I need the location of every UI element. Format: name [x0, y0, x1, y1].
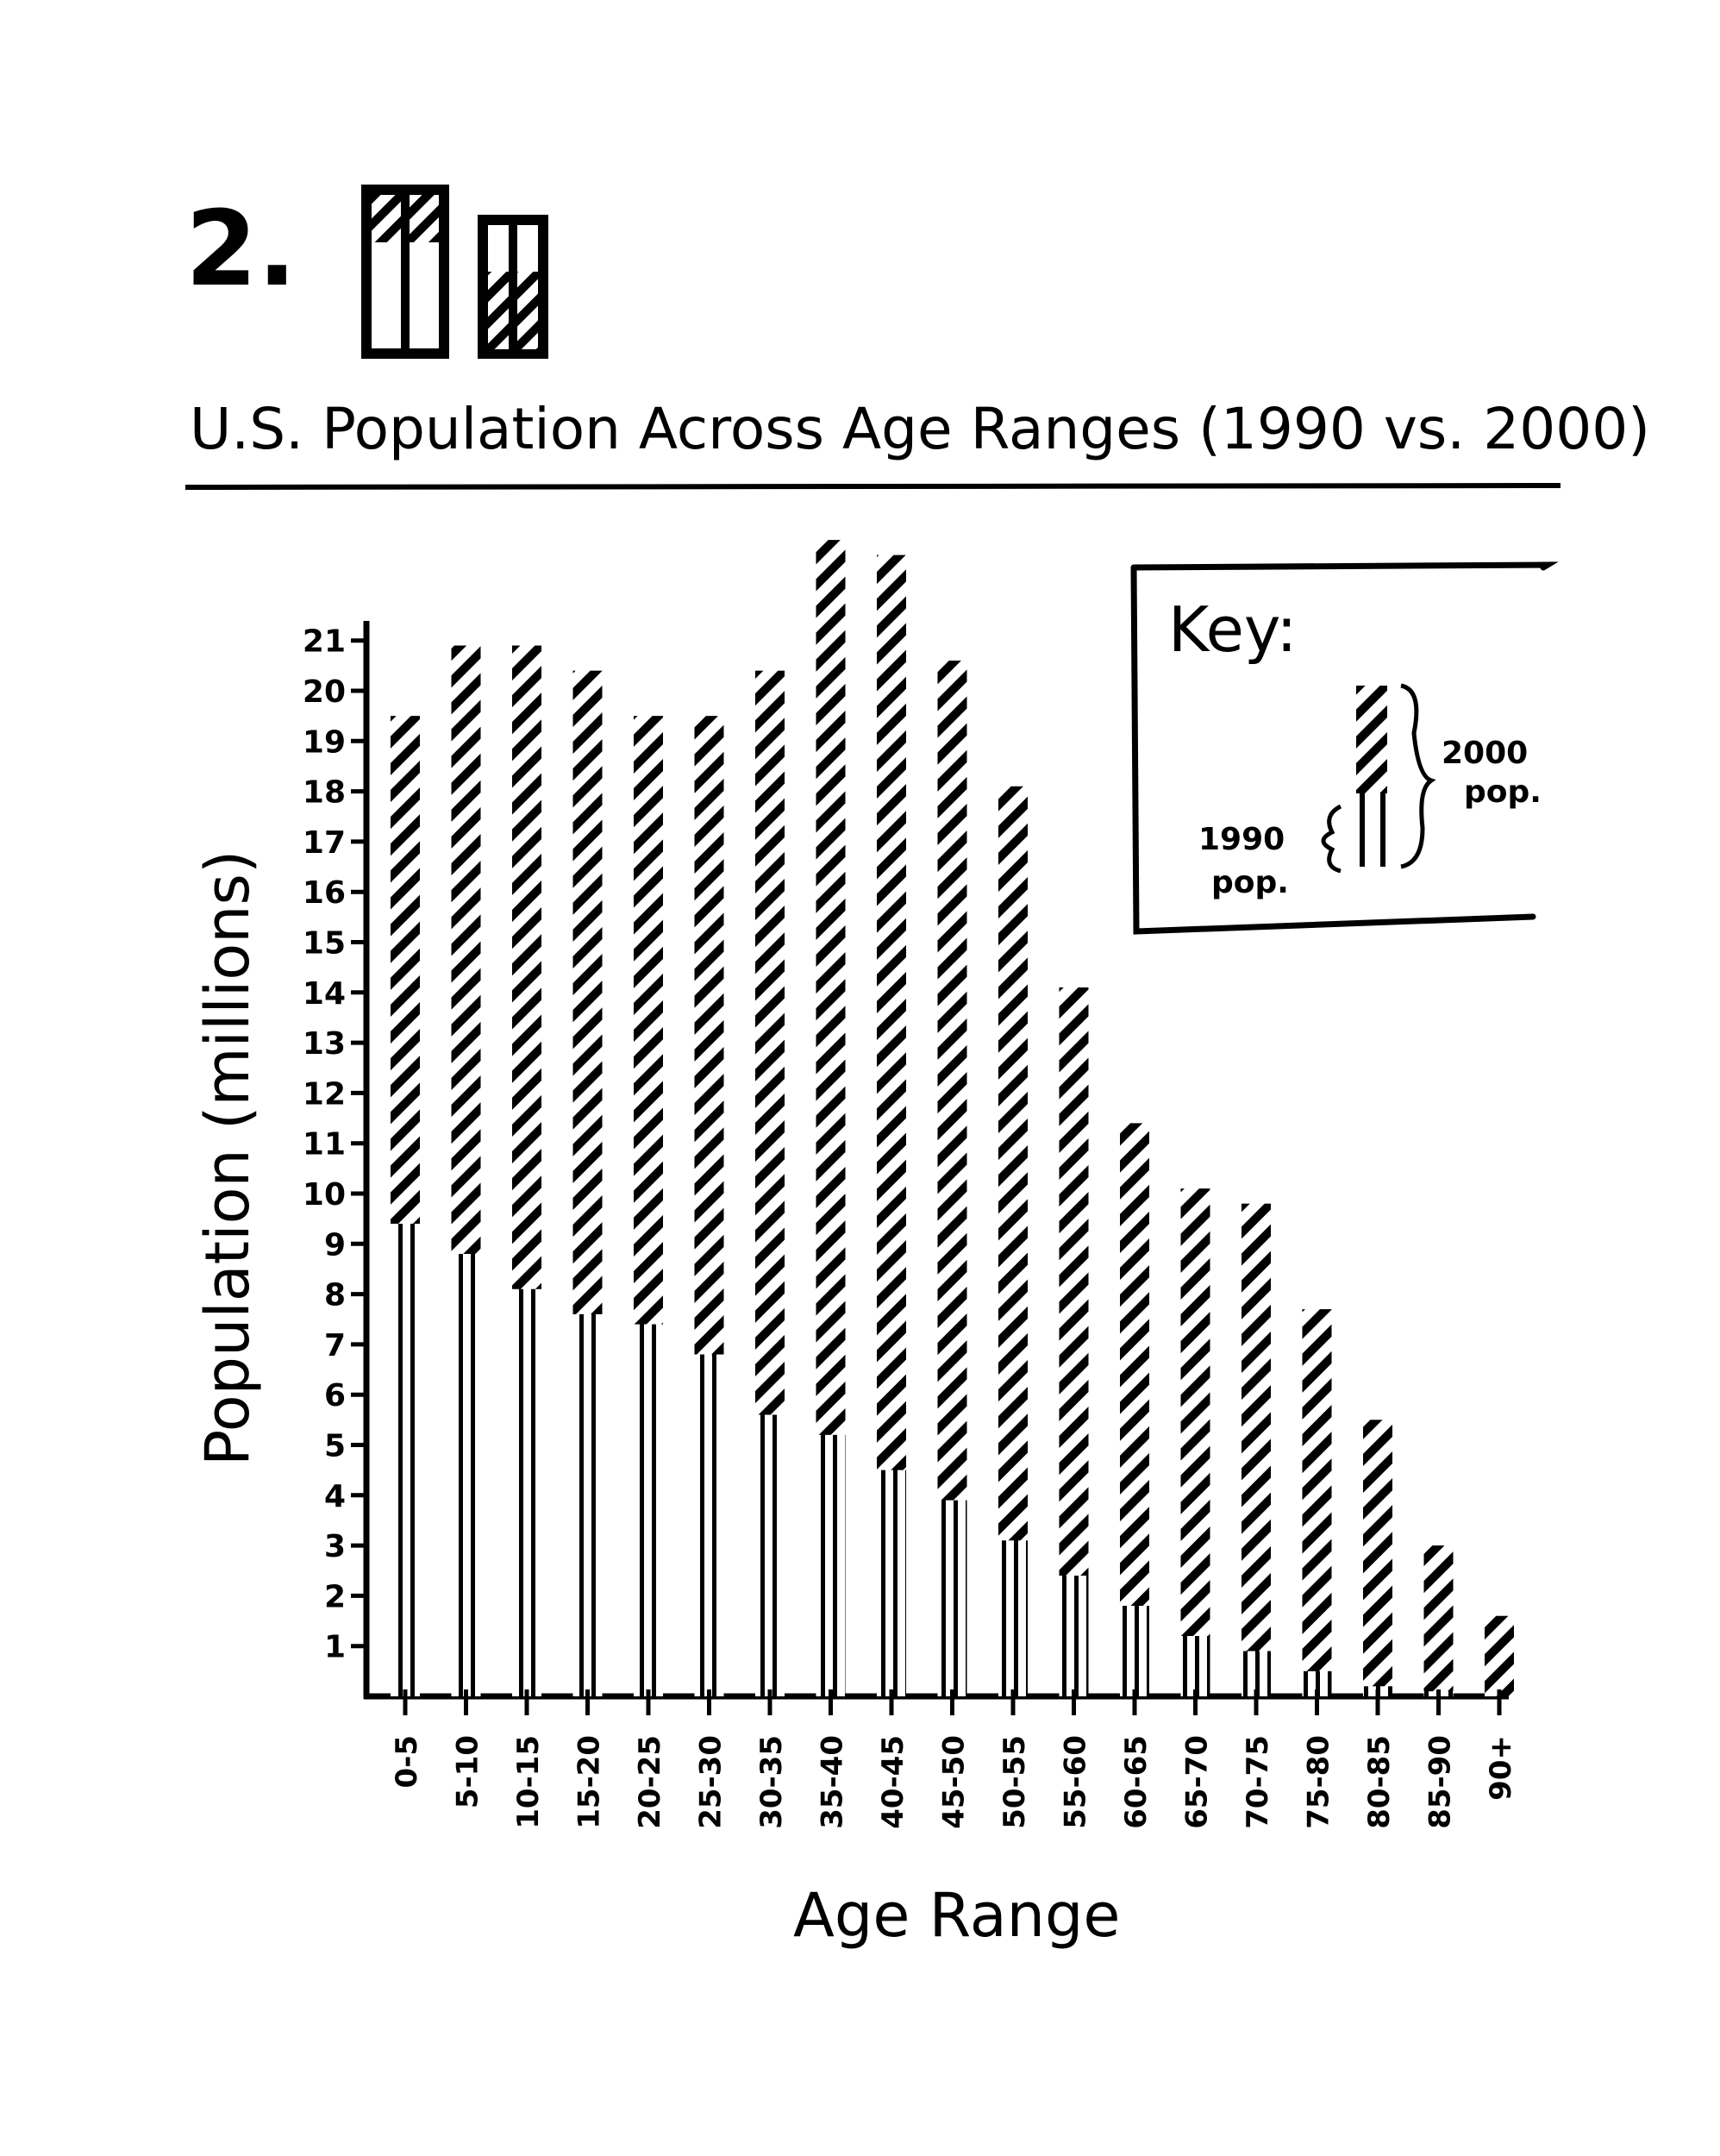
bar-1990-15-20 — [572, 1313, 603, 1696]
bar-1990-20-25 — [634, 1324, 663, 1696]
y-tick-label: 13 — [303, 1026, 346, 1062]
y-tick-label: 14 — [303, 976, 346, 1012]
x-tick-label: 40-45 — [876, 1735, 910, 1829]
legend-label-1990-line1: 1990 — [1198, 822, 1285, 857]
x-tick-label: 90+ — [1484, 1735, 1518, 1801]
x-tick-label: 60-65 — [1119, 1735, 1154, 1829]
title-underline — [185, 483, 1561, 490]
x-tick-label: 75-80 — [1302, 1735, 1336, 1829]
y-tick-label: 21 — [303, 624, 346, 660]
y-tick-label: 10 — [303, 1177, 346, 1213]
chart-title: U.S. Population Across Age Ranges (1990 … — [190, 396, 1650, 462]
bar-2000-70-75 — [1242, 1203, 1271, 1696]
x-tick-label: 10-15 — [511, 1735, 546, 1829]
y-tick-label: 12 — [303, 1076, 346, 1112]
bar-1990-0-5 — [391, 1223, 420, 1696]
x-tick-label: 20-25 — [633, 1735, 667, 1829]
y-tick-label: 2 — [324, 1579, 346, 1614]
bar-1990-60-65 — [1120, 1606, 1149, 1696]
legend-label-2000-line1: 2000 — [1442, 736, 1528, 771]
y-tick-label: 18 — [303, 775, 346, 811]
y-tick-label: 3 — [324, 1529, 346, 1564]
bar-1990-5-10 — [451, 1253, 481, 1696]
x-tick-label: 30-35 — [754, 1735, 789, 1829]
bar-pair-icon — [361, 185, 548, 359]
bar-1990-40-45 — [877, 1470, 906, 1696]
y-tick-label: 20 — [303, 674, 346, 710]
bar-2000-60-65 — [1120, 1123, 1149, 1696]
x-tick-label: 0-5 — [390, 1735, 424, 1788]
bar-2000-80-85 — [1363, 1420, 1392, 1696]
bar-1990-10-15 — [512, 1288, 541, 1696]
x-tick-label: 55-60 — [1059, 1735, 1093, 1829]
y-axis-label: Population (millions) — [192, 850, 263, 1466]
bar-1990-35-40 — [816, 1434, 846, 1696]
x-tick-label: 45-50 — [937, 1735, 972, 1829]
bar-1990-70-75 — [1242, 1651, 1271, 1696]
x-tick-label: 65-70 — [1180, 1735, 1215, 1829]
y-tick-label: 11 — [303, 1127, 346, 1163]
legend-label-2000-line2: pop. — [1464, 774, 1542, 810]
x-axis-label: Age Range — [793, 1880, 1121, 1951]
y-tick-label: 9 — [324, 1227, 346, 1263]
bar-1990-45-50 — [937, 1500, 967, 1696]
y-tick-label: 8 — [324, 1278, 346, 1313]
x-tick-label: 50-55 — [998, 1735, 1032, 1829]
x-tick-label: 70-75 — [1241, 1735, 1275, 1829]
x-tick-label: 85-90 — [1423, 1735, 1458, 1829]
y-tick-label: 1 — [324, 1630, 346, 1665]
bar-2000-85-90 — [1423, 1545, 1454, 1696]
legend-title: Key: — [1168, 593, 1298, 666]
bar-2000-90+ — [1485, 1615, 1514, 1696]
bar-1990-65-70 — [1180, 1636, 1210, 1696]
y-tick-label: 7 — [324, 1328, 346, 1363]
y-tick-label: 6 — [324, 1378, 346, 1413]
legend: Key: 1990 pop. 2000 pop. — [1130, 561, 1559, 935]
x-tick-label: 35-40 — [816, 1735, 850, 1829]
legend-swatch-2000 — [1356, 686, 1387, 793]
bar-2000-75-80 — [1302, 1309, 1332, 1696]
y-tick-label: 16 — [303, 875, 346, 911]
bar-1990-50-55 — [998, 1540, 1028, 1696]
bar-1990-55-60 — [1059, 1576, 1089, 1696]
y-tick-label: 5 — [324, 1429, 346, 1464]
x-tick-label: 25-30 — [694, 1735, 729, 1829]
x-tick-label: 5-10 — [451, 1735, 485, 1808]
y-tick-label: 4 — [324, 1479, 346, 1514]
x-tick-label: 80-85 — [1362, 1735, 1397, 1829]
figure-number: 2. — [185, 190, 297, 310]
bar-1990-25-30 — [694, 1354, 724, 1696]
y-tick-label: 17 — [303, 825, 346, 861]
y-tick-label: 19 — [303, 724, 346, 760]
x-tick-label: 15-20 — [572, 1735, 607, 1829]
bar-2000-65-70 — [1180, 1188, 1210, 1696]
bar-1990-30-35 — [755, 1414, 785, 1696]
y-tick-label: 15 — [303, 926, 346, 962]
legend-label-1990-line2: pop. — [1211, 865, 1289, 900]
